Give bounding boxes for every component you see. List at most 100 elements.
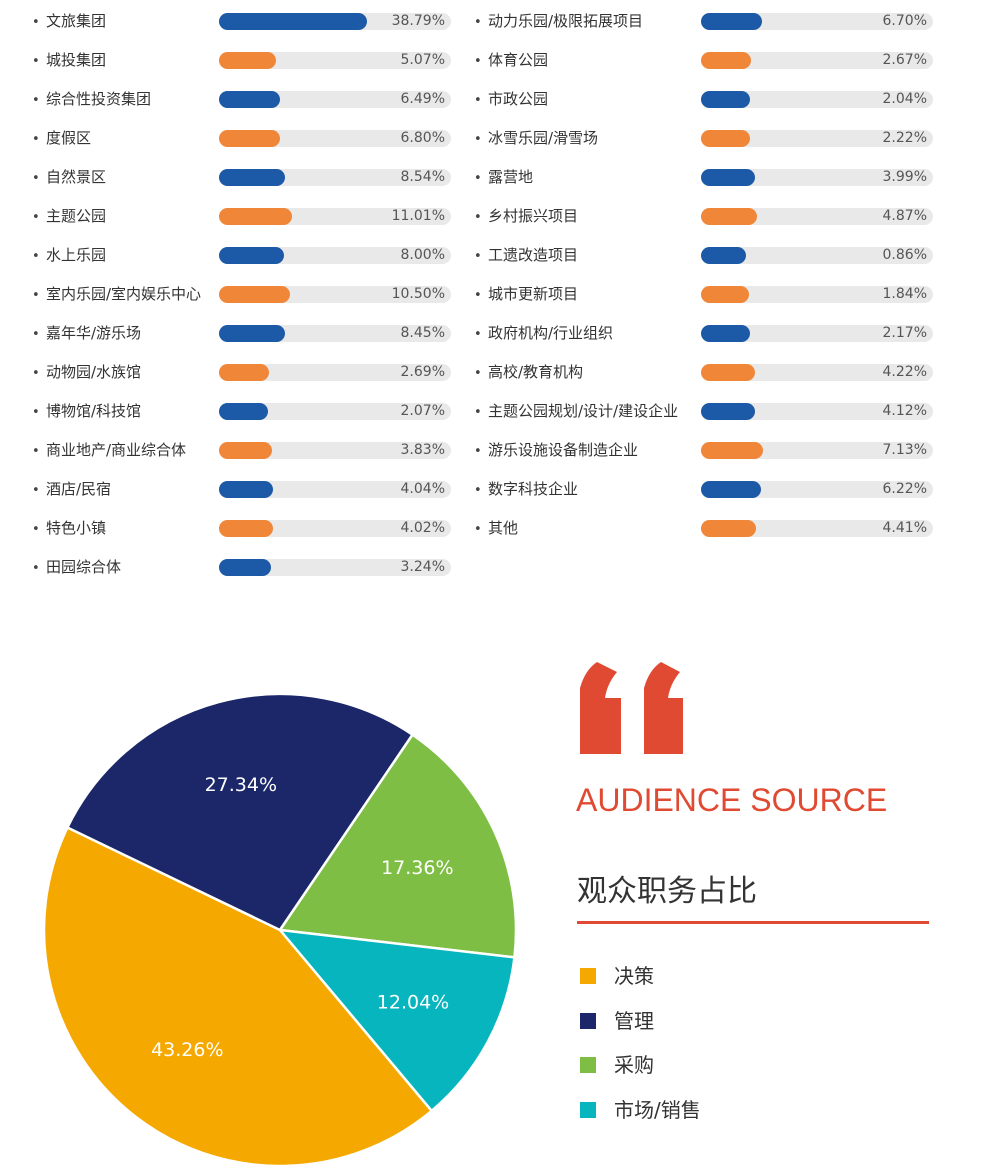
bar-label-text: 主题公园 bbox=[46, 207, 107, 225]
bar-value: 2.17% bbox=[882, 325, 927, 341]
bullet-icon: • bbox=[474, 15, 482, 30]
bar-track: 10.50% bbox=[219, 286, 451, 303]
bar-value: 0.86% bbox=[882, 247, 927, 263]
bar-label-text: 动物园/水族馆 bbox=[46, 363, 142, 381]
bullet-icon: • bbox=[32, 171, 40, 186]
legend-swatch bbox=[580, 1057, 596, 1073]
bar-track: 2.17% bbox=[701, 325, 933, 342]
bar-label: • 自然景区 bbox=[32, 158, 106, 197]
bar-label-text: 特色小镇 bbox=[46, 519, 107, 537]
legend-label: 采购 bbox=[614, 1053, 654, 1077]
bar-track: 3.99% bbox=[701, 169, 933, 186]
bar-row: • 度假区 6.80% bbox=[32, 119, 451, 158]
bar-row: • 政府机构/行业组织 2.17% bbox=[474, 314, 933, 353]
bar-label: • 博物馆/科技馆 bbox=[32, 392, 141, 431]
bar-value: 4.41% bbox=[882, 520, 927, 536]
legend-swatch bbox=[580, 1101, 596, 1118]
bar-value: 38.79% bbox=[391, 13, 445, 29]
bar-row: • 高校/教育机构 4.22% bbox=[474, 353, 933, 392]
bar-track: 3.24% bbox=[219, 559, 451, 576]
bullet-icon: • bbox=[474, 93, 482, 108]
bar-fill bbox=[219, 169, 286, 186]
bar-fill bbox=[219, 325, 285, 342]
bar-value: 2.07% bbox=[400, 403, 445, 419]
bar-label-text: 主题公园规划/设计/建设企业 bbox=[488, 402, 679, 420]
bar-label: • 城市更新项目 bbox=[474, 275, 578, 314]
bar-label: • 特色小镇 bbox=[32, 509, 106, 548]
bar-label: • 数字科技企业 bbox=[474, 470, 578, 509]
legend-label: 决策 bbox=[614, 964, 654, 988]
bar-fill bbox=[219, 13, 367, 30]
pie-slice-label: 17.36% bbox=[381, 857, 453, 879]
bar-label-text: 博物馆/科技馆 bbox=[46, 402, 142, 420]
bar-value: 4.87% bbox=[882, 208, 927, 224]
bullet-icon: • bbox=[474, 366, 482, 381]
bar-value: 2.22% bbox=[882, 130, 927, 146]
bar-fill bbox=[219, 247, 284, 264]
bar-fill bbox=[701, 403, 756, 420]
legend-item: 采购 bbox=[580, 1045, 880, 1090]
bar-label: • 政府机构/行业组织 bbox=[474, 314, 613, 353]
bar-fill bbox=[219, 208, 292, 225]
pie-slice bbox=[278, 928, 516, 1113]
bar-row: • 数字科技企业 6.22% bbox=[474, 470, 933, 509]
bar-row: • 其他 4.41% bbox=[474, 509, 933, 548]
bar-value: 2.04% bbox=[882, 91, 927, 107]
bullet-icon: • bbox=[32, 15, 40, 30]
bar-label-text: 动力乐园/极限拓展项目 bbox=[488, 12, 644, 30]
bullet-icon: • bbox=[474, 288, 482, 303]
bar-label-text: 其他 bbox=[488, 519, 519, 537]
bar-row: • 文旅集团 38.79% bbox=[32, 2, 451, 41]
bar-fill bbox=[219, 364, 270, 381]
bar-label: • 露营地 bbox=[474, 158, 533, 197]
bar-fill bbox=[701, 91, 750, 108]
bullet-icon: • bbox=[474, 327, 482, 342]
bar-track: 4.22% bbox=[701, 364, 933, 381]
bar-row: • 动力乐园/极限拓展项目 6.70% bbox=[474, 2, 933, 41]
bar-row: • 游乐设施设备制造企业 7.13% bbox=[474, 431, 933, 470]
bar-fill bbox=[219, 403, 268, 420]
bar-track: 8.00% bbox=[219, 247, 451, 264]
bar-row: • 特色小镇 4.02% bbox=[32, 509, 451, 548]
bar-row: • 博物馆/科技馆 2.07% bbox=[32, 392, 451, 431]
bar-track: 2.67% bbox=[701, 52, 933, 69]
pie-legend: 决策 管理 采购 市场/销售 bbox=[580, 956, 880, 1134]
bar-value: 1.84% bbox=[882, 286, 927, 302]
bar-value: 4.12% bbox=[882, 403, 927, 419]
bar-label: • 城投集团 bbox=[32, 41, 106, 80]
bar-row: • 体育公园 2.67% bbox=[474, 41, 933, 80]
pie-slice-label: 43.26% bbox=[151, 1039, 223, 1061]
bar-track: 4.87% bbox=[701, 208, 933, 225]
bar-row: • 露营地 3.99% bbox=[474, 158, 933, 197]
bar-label: • 动物园/水族馆 bbox=[32, 353, 141, 392]
bullet-icon: • bbox=[32, 288, 40, 303]
bar-label: • 动力乐园/极限拓展项目 bbox=[474, 2, 643, 41]
pie-slice-label: 12.04% bbox=[377, 992, 449, 1014]
bar-track: 0.86% bbox=[701, 247, 933, 264]
bullet-icon: • bbox=[32, 366, 40, 381]
bullet-icon: • bbox=[32, 405, 40, 420]
bar-row: • 主题公园 11.01% bbox=[32, 197, 451, 236]
bar-row: • 自然景区 8.54% bbox=[32, 158, 451, 197]
bar-label: • 游乐设施设备制造企业 bbox=[474, 431, 638, 470]
bar-track: 2.07% bbox=[219, 403, 451, 420]
bar-label-text: 高校/教育机构 bbox=[488, 363, 584, 381]
bar-label-text: 商业地产/商业综合体 bbox=[46, 441, 187, 459]
bar-value: 3.83% bbox=[400, 442, 445, 458]
bar-row: • 嘉年华/游乐场 8.45% bbox=[32, 314, 451, 353]
bar-value: 8.45% bbox=[400, 325, 445, 341]
bullet-icon: • bbox=[32, 561, 40, 576]
bar-value: 6.80% bbox=[400, 130, 445, 146]
bar-value: 8.00% bbox=[400, 247, 445, 263]
pie-slice bbox=[66, 692, 414, 932]
bar-track: 6.80% bbox=[219, 130, 451, 147]
bar-label: • 商业地产/商业综合体 bbox=[32, 431, 186, 470]
bar-value: 11.01% bbox=[391, 208, 445, 224]
bar-label-text: 露营地 bbox=[488, 168, 534, 186]
bar-label: • 乡村振兴项目 bbox=[474, 197, 578, 236]
bar-label-text: 田园综合体 bbox=[46, 558, 122, 576]
bullet-icon: • bbox=[474, 249, 482, 264]
industry-bars: • 文旅集团 38.79% • 城投集团 5.07% • 综合性投资集团 6.49% • 度假区 6.… bbox=[32, 2, 933, 576]
bar-value: 4.02% bbox=[400, 520, 445, 536]
bar-value: 6.22% bbox=[882, 481, 927, 497]
